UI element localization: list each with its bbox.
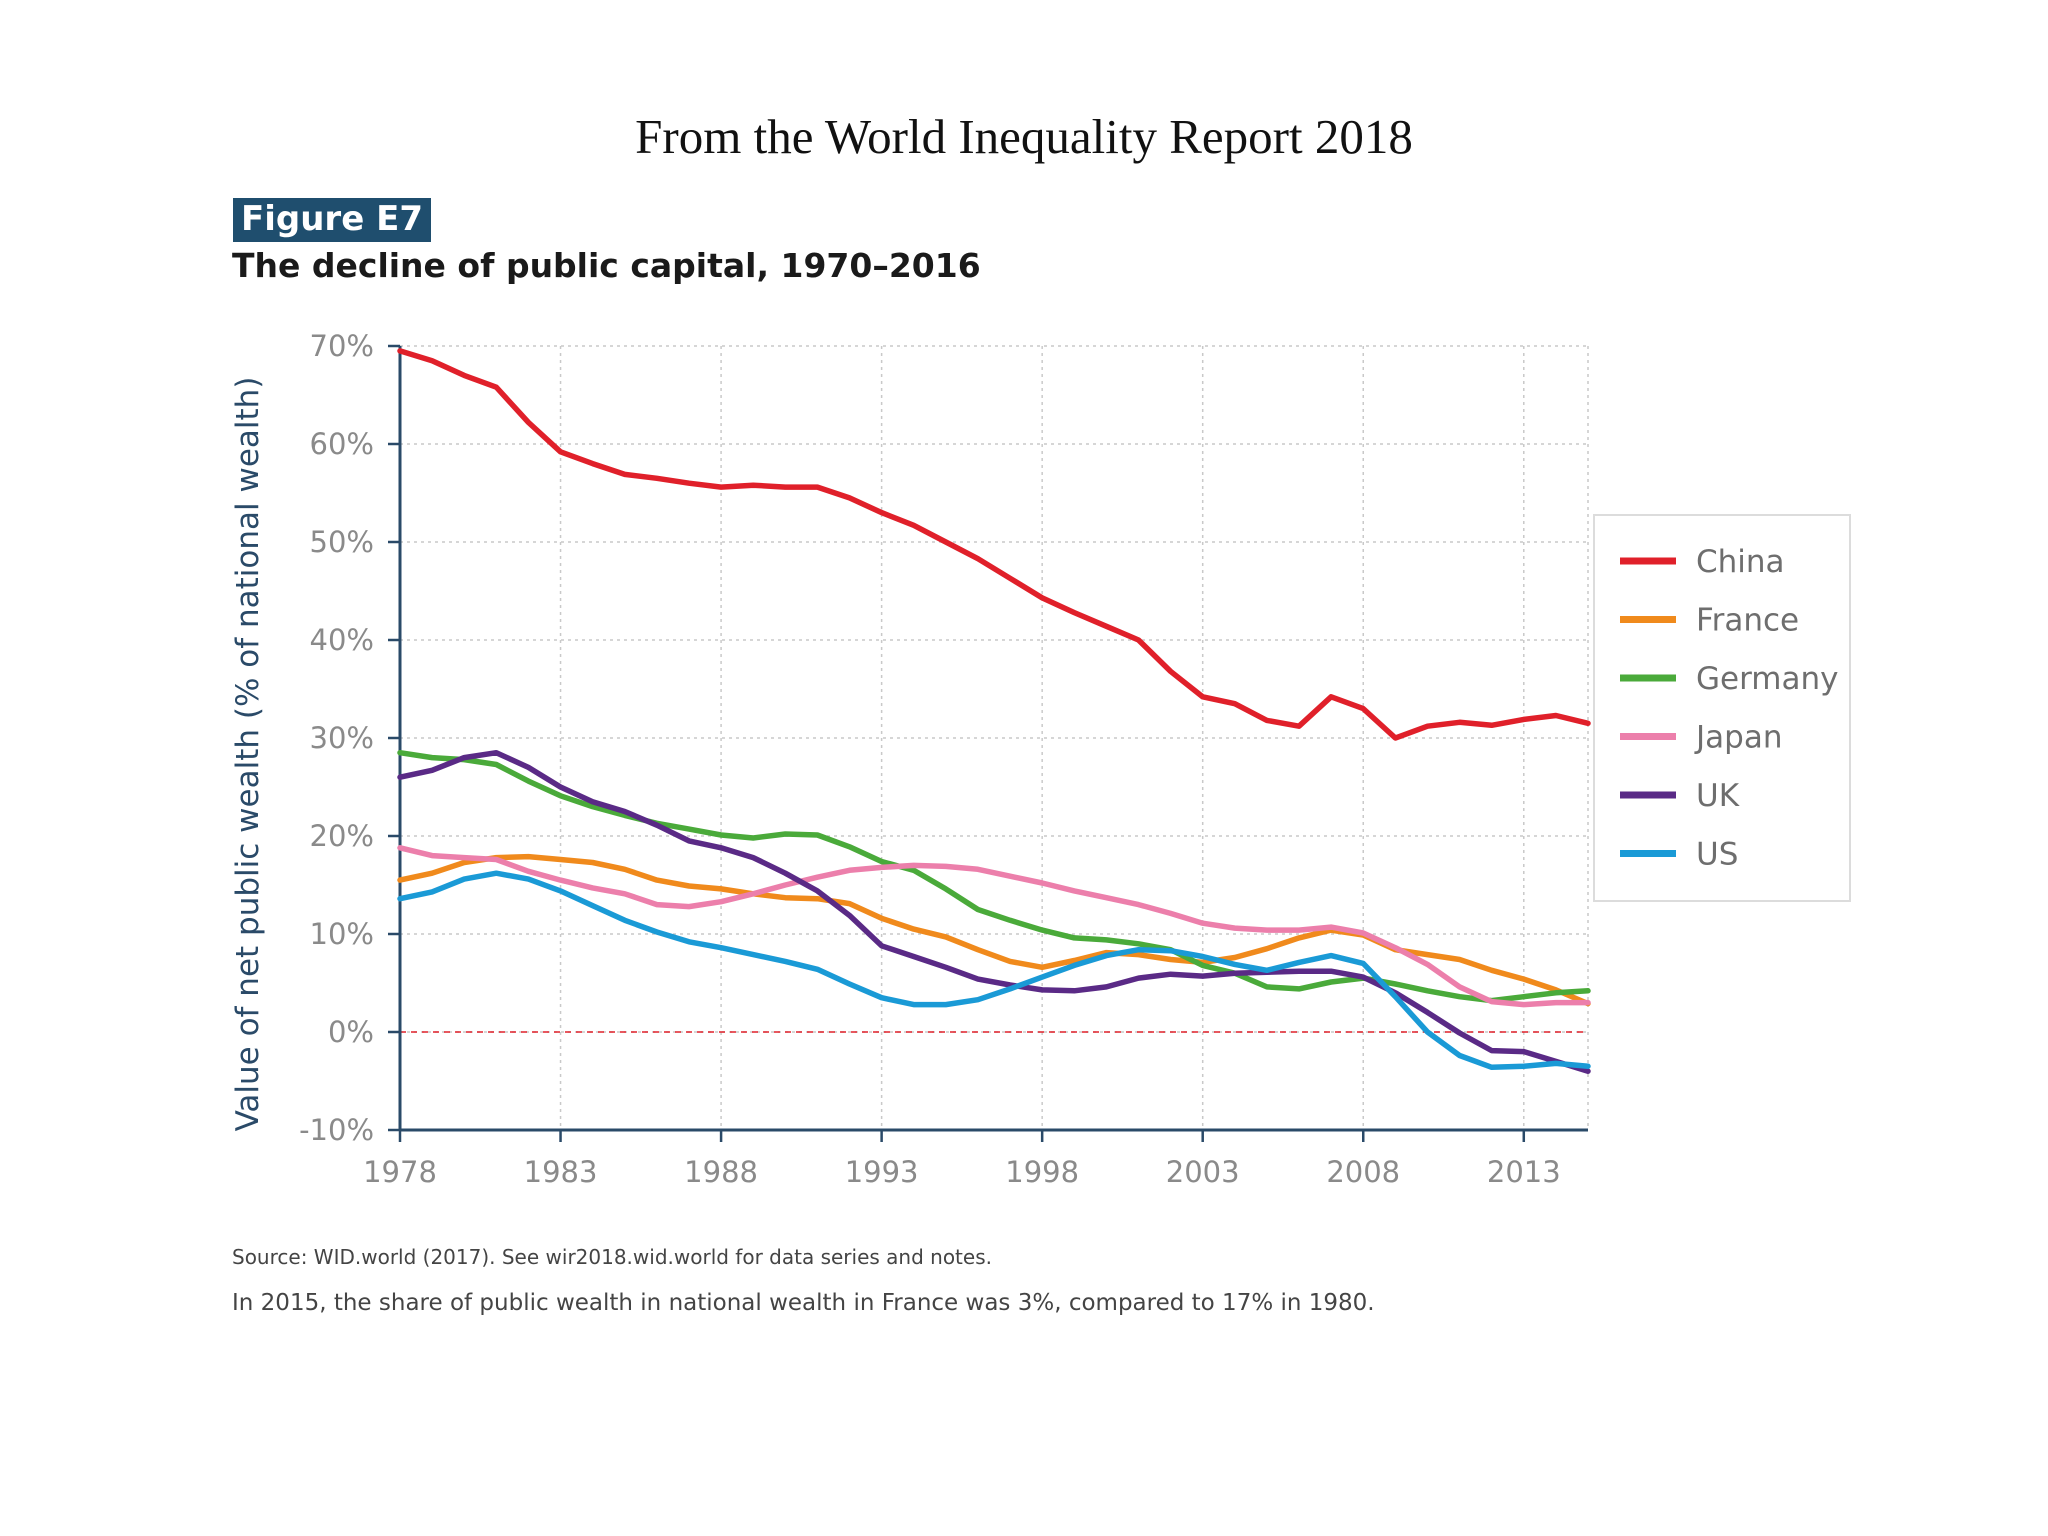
y-tick-label: 0% bbox=[328, 1015, 374, 1049]
figure-label-badge: Figure E7 bbox=[233, 198, 431, 242]
y-axis-label: Value of net public wealth (% of nationa… bbox=[230, 377, 266, 1132]
chart-axes bbox=[388, 344, 1588, 1142]
chart-legend: China France Germany Japan UK US bbox=[1593, 514, 1851, 902]
legend-label-china: China bbox=[1696, 544, 1785, 580]
y-tick-label: 40% bbox=[310, 623, 374, 657]
legend-label-uk: UK bbox=[1696, 778, 1740, 814]
x-tick-label: 2008 bbox=[1326, 1155, 1400, 1189]
legend-label-france: France bbox=[1696, 603, 1799, 639]
y-tick-labels: -10% 0% 10% 20% 30% 40% 50% 60% 70% bbox=[299, 329, 374, 1147]
legend-label-us: US bbox=[1696, 837, 1738, 873]
y-tick-label: 60% bbox=[310, 427, 374, 461]
page-heading: From the World Inequality Report 2018 bbox=[635, 109, 1413, 164]
x-tick-labels: 1978 1983 1988 1993 1998 2003 2008 2013 bbox=[363, 1155, 1561, 1189]
series-line-germany bbox=[397, 749, 1591, 1004]
y-tick-label: 50% bbox=[310, 525, 374, 559]
figure-title: The decline of public capital, 1970–2016 bbox=[232, 246, 981, 285]
legend-box bbox=[1593, 514, 1851, 902]
series-line-us bbox=[397, 870, 1591, 1071]
y-tick-label: -10% bbox=[299, 1113, 374, 1147]
x-tick-label: 2003 bbox=[1166, 1155, 1240, 1189]
x-tick-label: 1978 bbox=[363, 1155, 437, 1189]
x-tick-label: 1998 bbox=[1005, 1155, 1079, 1189]
x-tick-label: 1983 bbox=[524, 1155, 598, 1189]
footnote: In 2015, the share of public wealth in n… bbox=[232, 1290, 1375, 1316]
y-tick-label: 20% bbox=[310, 819, 374, 853]
chart-series bbox=[397, 348, 1591, 1074]
x-tick-label: 1993 bbox=[845, 1155, 919, 1189]
source-note: Source: WID.world (2017). See wir2018.wi… bbox=[232, 1245, 992, 1269]
x-tick-label: 2013 bbox=[1487, 1155, 1561, 1189]
series-line-japan bbox=[397, 845, 1591, 1008]
legend-label-germany: Germany bbox=[1696, 661, 1838, 697]
y-tick-label: 10% bbox=[310, 917, 374, 951]
y-tick-label: 70% bbox=[310, 329, 374, 363]
y-tick-label: 30% bbox=[310, 721, 374, 755]
series-line-china bbox=[397, 348, 1591, 741]
x-tick-label: 1988 bbox=[684, 1155, 758, 1189]
legend-label-japan: Japan bbox=[1694, 720, 1782, 756]
